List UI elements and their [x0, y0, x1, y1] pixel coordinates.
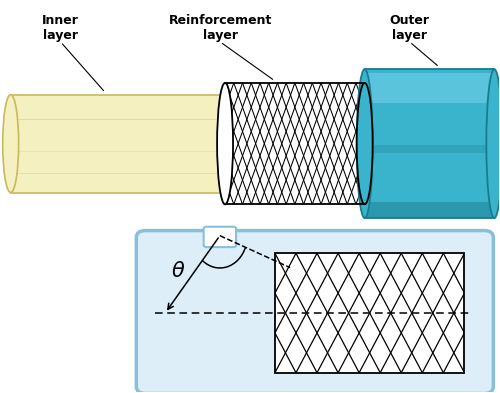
FancyBboxPatch shape	[136, 231, 494, 393]
Bar	[364, 202, 494, 218]
Ellipse shape	[217, 83, 233, 204]
Bar	[225, 83, 364, 204]
Ellipse shape	[486, 69, 500, 218]
Bar	[10, 95, 225, 193]
Text: Reinforcement
layer: Reinforcement layer	[168, 15, 272, 42]
Bar	[225, 83, 364, 204]
Bar	[364, 73, 494, 103]
Text: Outer
layer: Outer layer	[390, 15, 430, 42]
Bar	[208, 234, 232, 240]
Ellipse shape	[356, 83, 372, 204]
Bar	[275, 253, 464, 373]
Ellipse shape	[2, 95, 18, 193]
FancyBboxPatch shape	[204, 227, 236, 247]
Bar	[364, 145, 494, 152]
Text: Inner
layer: Inner layer	[42, 15, 79, 42]
Bar	[364, 69, 494, 218]
Text: θ: θ	[171, 261, 184, 281]
Ellipse shape	[356, 69, 372, 218]
Bar	[275, 253, 464, 373]
Bar	[225, 95, 364, 193]
